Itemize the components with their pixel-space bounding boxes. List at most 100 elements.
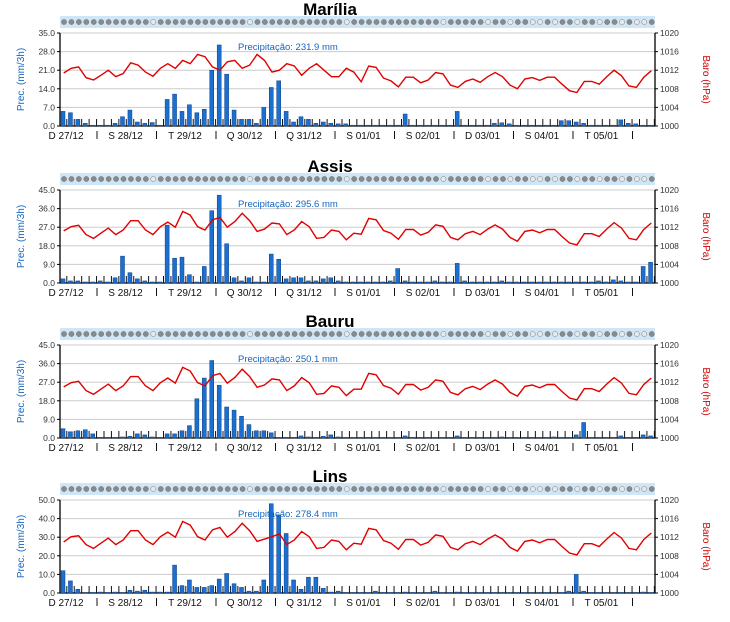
precip-bar <box>187 425 192 439</box>
cloud-icon <box>470 331 477 337</box>
cloud-icon <box>291 19 298 25</box>
cloud-icon <box>433 486 439 492</box>
precip-bar <box>603 281 609 284</box>
cloud-icon <box>291 176 298 182</box>
cloud-icon <box>299 176 305 182</box>
cloud-icon <box>209 331 216 337</box>
precip-bar <box>298 589 304 594</box>
precip-bar <box>142 434 148 439</box>
precip-bar <box>350 592 356 594</box>
chart-title: Lins <box>313 467 348 486</box>
cloud-icon <box>262 176 268 182</box>
cloud-icon <box>262 19 268 25</box>
precip-bar <box>261 579 267 594</box>
precip-bar <box>618 435 624 439</box>
cloud-icon <box>217 176 224 182</box>
cloud-icon <box>373 331 380 337</box>
cloud-icon <box>492 486 499 492</box>
cloud-icon <box>552 486 558 492</box>
cloud-icon <box>299 486 305 492</box>
precip-bar <box>68 431 73 439</box>
pressure-line <box>63 53 652 94</box>
precip-bar <box>150 122 155 127</box>
cloud-icon <box>373 486 380 492</box>
cloud-icon <box>120 331 127 337</box>
cloud-icon <box>448 19 454 25</box>
cloud-icon <box>648 486 655 492</box>
precip-bar <box>536 437 542 439</box>
cloud-icon <box>195 486 201 492</box>
cloud-icon <box>224 331 231 337</box>
x-tick-label: S 28/12 <box>108 598 143 609</box>
cloud-icon <box>582 19 588 25</box>
precip-bar <box>120 255 125 284</box>
y2-tick-label: 1020 <box>660 185 679 195</box>
cloud-icon <box>98 19 104 25</box>
y-tick-label: 14.0 <box>38 84 55 94</box>
cloud-icon <box>381 331 387 337</box>
precip-bar <box>291 277 296 284</box>
precip-bar <box>194 281 200 284</box>
x-tick-label: T 29/12 <box>168 443 202 454</box>
cloud-icon <box>269 176 276 182</box>
cloud-icon <box>522 19 529 25</box>
precip-bar <box>566 437 571 439</box>
precip-bar <box>75 589 81 594</box>
precip-bar <box>60 111 66 127</box>
cloud-icon <box>202 331 209 337</box>
precip-bar <box>276 437 281 439</box>
precip-bar <box>164 99 170 127</box>
cloud-icon <box>559 176 566 182</box>
precip-bar <box>313 437 319 439</box>
precip-bar <box>246 424 252 439</box>
precip-bar <box>269 432 274 439</box>
precip-bar <box>179 256 185 284</box>
cloud-icon <box>410 19 417 25</box>
cloud-icon <box>641 176 648 182</box>
precip-bar <box>112 591 118 594</box>
cloud-icon <box>150 176 157 182</box>
y2-tick-label: 1004 <box>660 569 679 579</box>
precip-bar <box>626 281 631 284</box>
precip-bar <box>603 592 609 594</box>
cloud-icon <box>262 331 268 337</box>
precip-bar <box>283 437 289 439</box>
precip-bar <box>135 433 140 439</box>
cloud-icon <box>217 19 224 25</box>
precip-bar <box>603 437 609 439</box>
precip-bar <box>269 503 274 594</box>
cloud-icon <box>314 19 320 25</box>
precip-bar <box>469 437 475 439</box>
cloud-icon <box>83 331 90 337</box>
x-tick-label: S 02/01 <box>406 443 441 454</box>
x-tick-label: S 02/01 <box>406 288 441 299</box>
cloud-icon <box>515 176 521 182</box>
precip-bar <box>484 124 490 127</box>
precip-bar <box>611 279 616 284</box>
precip-bar <box>90 124 95 127</box>
precip-bar <box>469 592 475 594</box>
precip-bar <box>388 592 393 594</box>
cloud-icon <box>529 331 536 337</box>
precip-bar <box>432 437 438 439</box>
precip-bar <box>358 124 363 127</box>
precip-bar <box>521 124 527 127</box>
precip-bar <box>335 436 341 439</box>
precip-total-annotation: Precipitação: 278.4 mm <box>238 509 338 520</box>
cloud-icon <box>462 176 469 182</box>
cloud-icon <box>105 19 112 25</box>
y2-tick-label: 1004 <box>660 259 679 269</box>
precip-bar <box>417 124 423 127</box>
precip-bar <box>105 437 110 439</box>
cloud-icon <box>306 19 313 25</box>
precip-bar <box>194 587 200 594</box>
precip-bar <box>75 430 81 439</box>
cloud-icon <box>440 331 447 337</box>
cloud-icon <box>552 331 558 337</box>
cloud-icon <box>98 176 104 182</box>
x-tick-label: S 02/01 <box>406 598 441 609</box>
precip-bar <box>83 429 88 439</box>
precip-bar <box>640 266 646 284</box>
precip-bar <box>97 124 103 127</box>
cloud-icon <box>254 176 261 182</box>
